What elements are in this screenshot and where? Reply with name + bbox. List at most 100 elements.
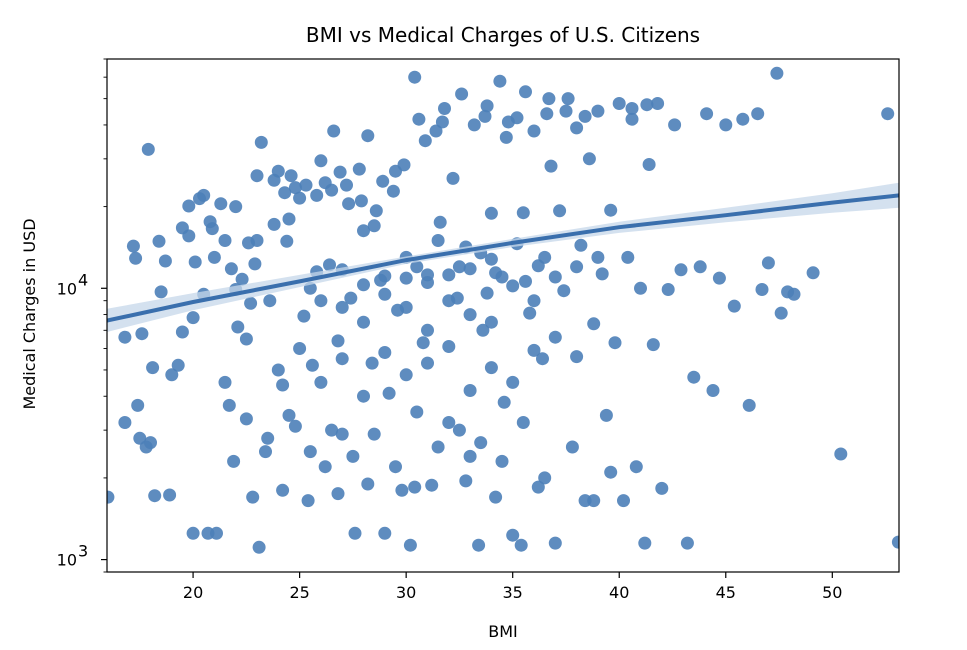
x-tick-label: 45 xyxy=(716,583,736,602)
data-point xyxy=(365,356,379,370)
data-point xyxy=(252,540,266,554)
data-point xyxy=(561,92,575,106)
data-point xyxy=(570,350,584,364)
data-point xyxy=(395,483,409,497)
data-point xyxy=(452,260,466,274)
data-point xyxy=(506,279,520,293)
x-tick-label: 35 xyxy=(503,583,523,602)
data-point xyxy=(246,490,260,504)
data-point xyxy=(587,317,601,331)
data-point xyxy=(284,169,298,183)
data-point xyxy=(484,206,498,220)
data-point xyxy=(604,203,618,217)
data-point xyxy=(578,109,592,123)
y-tick-label: 10 xyxy=(57,279,77,298)
data-point xyxy=(680,536,694,550)
data-point xyxy=(276,378,290,392)
data-point xyxy=(210,526,223,540)
data-point xyxy=(340,178,353,192)
data-point xyxy=(263,294,277,308)
data-point xyxy=(421,276,434,289)
data-point xyxy=(438,102,451,115)
data-point xyxy=(834,447,848,461)
data-point xyxy=(235,272,249,286)
data-point xyxy=(118,330,132,344)
data-point xyxy=(510,111,524,125)
data-point xyxy=(310,188,324,202)
data-point xyxy=(408,480,422,494)
data-point xyxy=(608,336,622,350)
data-point xyxy=(497,395,511,409)
data-point xyxy=(182,229,196,243)
plot-frame xyxy=(106,58,900,573)
data-point xyxy=(499,130,513,144)
data-point xyxy=(412,112,426,126)
data-point xyxy=(455,87,469,101)
data-point xyxy=(376,174,390,188)
data-point xyxy=(369,204,383,218)
data-point xyxy=(378,526,392,540)
data-point xyxy=(357,389,370,403)
data-point xyxy=(463,384,477,397)
y-tick-exponent: 3 xyxy=(78,542,88,561)
data-point xyxy=(354,194,368,208)
data-point xyxy=(378,346,392,359)
data-point xyxy=(314,294,328,308)
data-point xyxy=(410,405,424,419)
data-point xyxy=(446,171,460,185)
data-point xyxy=(617,494,630,508)
data-point xyxy=(389,460,402,474)
data-point xyxy=(557,284,571,298)
data-point xyxy=(553,204,567,218)
data-point xyxy=(318,176,332,190)
data-point xyxy=(261,431,275,445)
data-point xyxy=(700,107,714,121)
data-point xyxy=(361,477,375,491)
data-point xyxy=(625,102,639,115)
data-point xyxy=(239,332,253,346)
data-point xyxy=(463,308,477,322)
data-point xyxy=(480,99,494,113)
data-point xyxy=(293,342,307,355)
data-point xyxy=(527,343,541,357)
data-point xyxy=(531,480,545,494)
data-point xyxy=(361,129,375,143)
data-point xyxy=(348,526,362,540)
data-point xyxy=(523,306,537,320)
data-point xyxy=(559,104,573,118)
data-point xyxy=(267,173,281,187)
y-tick-exponent: 4 xyxy=(78,270,88,289)
data-point xyxy=(386,184,400,198)
chart-title: BMI vs Medical Charges of U.S. Citizens xyxy=(306,23,700,47)
data-point xyxy=(442,340,456,353)
regression-line xyxy=(107,193,899,323)
data-point xyxy=(327,124,341,138)
data-point xyxy=(248,257,262,271)
data-point xyxy=(706,384,720,397)
data-point xyxy=(891,535,899,549)
data-point xyxy=(591,104,605,118)
data-point xyxy=(271,363,285,377)
data-point xyxy=(591,250,605,264)
data-point xyxy=(399,368,413,382)
data-point xyxy=(331,334,345,348)
data-point xyxy=(118,416,132,429)
data-point xyxy=(227,454,241,468)
data-point xyxy=(452,423,466,437)
data-point xyxy=(540,107,554,121)
data-point xyxy=(736,112,750,126)
data-point xyxy=(175,325,189,339)
data-point xyxy=(582,152,596,166)
data-point xyxy=(421,323,434,337)
data-point xyxy=(357,278,370,292)
data-point xyxy=(770,66,784,80)
x-tick-label: 40 xyxy=(609,583,629,602)
data-point xyxy=(222,398,236,412)
data-point xyxy=(148,489,162,503)
data-point xyxy=(625,112,639,126)
data-point xyxy=(761,256,775,270)
data-point xyxy=(587,494,601,508)
data-point xyxy=(382,386,396,400)
